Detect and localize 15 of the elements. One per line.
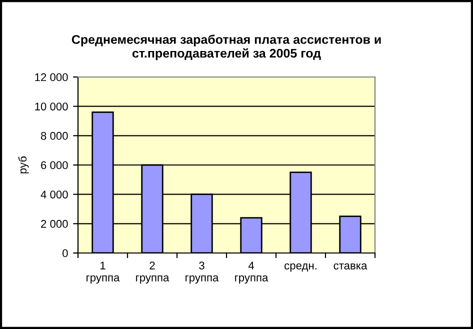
y-axis-title: руб [18,156,29,174]
y-tick-label: 10 000 [35,102,68,110]
x-tick-label: 4 группа [235,262,268,284]
x-tick-label: 3 группа [186,262,219,284]
x-tick-label: средн. [284,263,316,272]
x-tick-label: 1 группа [86,262,120,284]
x-tick-label: ставка [334,263,368,270]
y-tick-label: 2 000 [41,220,68,228]
y-tick-label: 0 [62,249,68,258]
y-tick-label: 6 000 [41,161,68,170]
y-tick-label: 12 000 [35,73,68,82]
y-tick-label: 8 000 [40,132,68,140]
y-tick-label: 4 000 [40,190,68,198]
chart-title: Среднемесячная заработная плата ассистентов и ст.преподавателей за 2005 год [72,34,381,60]
x-tick-label: 2 группа [136,262,170,284]
